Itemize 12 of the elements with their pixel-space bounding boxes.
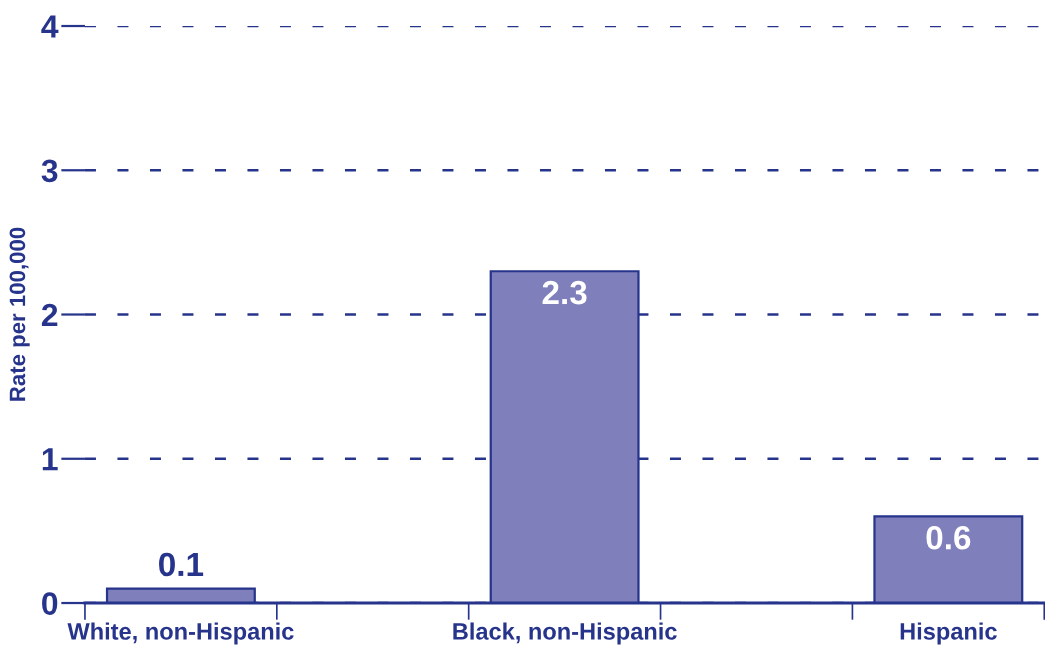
y-tick-label: 4 [41,15,59,38]
data-label: 2.3 [542,280,587,305]
data-label: 0.1 [159,552,204,577]
y-tick-label: 2 [41,303,58,327]
y-axis-title: Rate per 100,000 [9,227,30,401]
y-tick-label: 1 [42,448,58,471]
y-tick-label: 0 [42,592,58,615]
x-tick-label: Black, non-Hispanic [453,622,677,645]
x-tick-label: Hispanic [900,622,997,645]
y-tick-label: 3 [41,159,58,183]
x-tick-label: White, non-Hispanic [67,622,294,645]
data-label: 0.6 [926,526,971,550]
